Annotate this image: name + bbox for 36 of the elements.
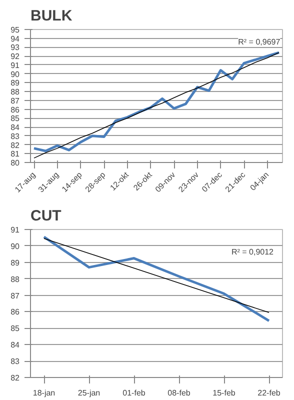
y-tick-label: 91 [10,60,20,70]
y-tick-label: 86 [10,308,20,317]
y-tick-label: 89 [10,258,20,268]
y-tick-label: 86 [10,105,20,114]
y-tick-label: 90 [10,70,20,79]
y-tick-label: 81 [10,150,20,159]
y-tick-label: 89 [10,78,20,88]
y-tick-label: 84 [10,123,20,132]
y-tick-label: 92 [10,52,20,62]
y-tick-label: 88 [10,274,20,284]
x-tick-label: 22-feb [258,388,281,398]
chart-title: BULK [30,8,72,24]
y-tick-label: 88 [10,88,20,97]
y-tick-label: 83 [10,132,20,141]
y-tick-label: 85 [10,114,20,124]
y-tick-label: 82 [10,374,20,382]
y-tick-label: 94 [10,34,20,44]
chart-title: CUT [30,208,62,224]
x-tick-label: 18-jan [32,388,56,398]
y-tick-label: 80 [10,158,20,168]
y-tick-label: 82 [10,140,20,150]
y-tick-label: 90 [10,242,20,251]
x-tick-label: 01-feb [122,388,146,398]
annotation: R² = 0,9697 [238,38,281,46]
x-tick-label: 15-feb [212,388,236,398]
annotation: R² = 0,9012 [231,248,274,256]
y-tick-label: 91 [10,226,20,234]
x-tick-label: 08-feb [168,388,191,398]
y-tick-label: 87 [10,96,20,106]
y-tick-label: 93 [10,43,20,52]
y-tick-label: 84 [10,340,20,350]
y-tick-label: 87 [10,291,20,300]
x-tick-label: 25-jan [78,388,100,398]
y-tick-label: 85 [10,324,20,334]
y-tick-label: 83 [10,357,20,366]
y-tick-label: 95 [10,26,20,34]
